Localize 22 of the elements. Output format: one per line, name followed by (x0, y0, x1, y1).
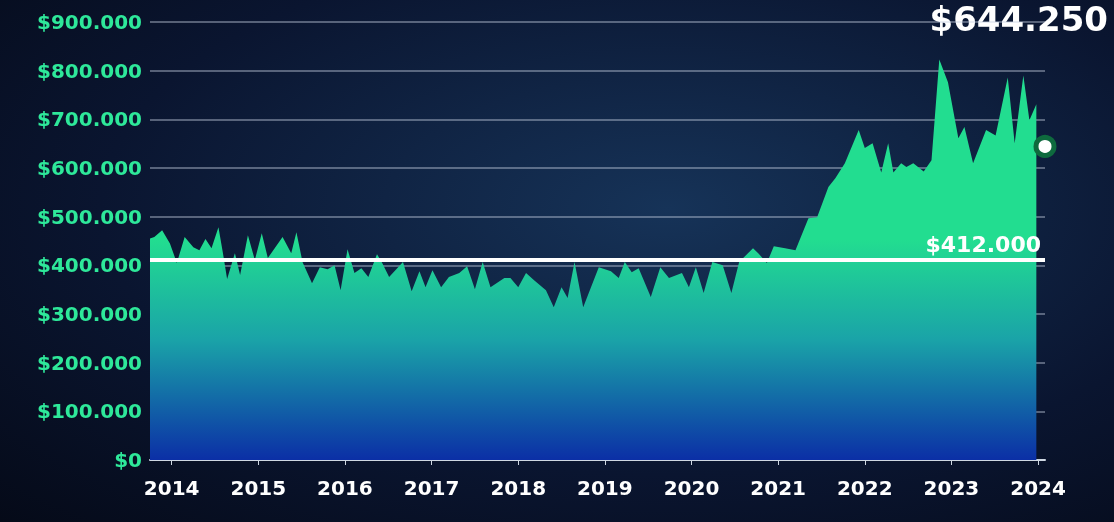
x-tick-label: 2017 (403, 476, 460, 500)
x-tick-label: 2021 (750, 476, 806, 500)
y-tick-label: $500.000 (36, 204, 142, 229)
y-tick-label: $900.000 (36, 10, 142, 34)
y-tick-label: $0 (114, 448, 142, 472)
x-tick-label: 2019 (577, 476, 633, 500)
annotation: $644.250 (929, 0, 1109, 39)
x-tick-label: 2020 (663, 476, 720, 500)
x-tick-label: 2022 (836, 476, 893, 500)
x-tick-label: 2024 (1010, 476, 1066, 500)
y-tick-label: $100.000 (36, 399, 142, 424)
x-tick-label: 2015 (230, 476, 287, 500)
y-tick-label: $700.000 (36, 107, 142, 132)
x-tick-label: 2023 (923, 476, 980, 500)
x-tick-label: 2014 (143, 476, 200, 500)
x-tick-label: 2016 (317, 476, 373, 500)
y-tick-label: $200.000 (36, 350, 142, 375)
y-tick-label: $400.000 (36, 253, 142, 278)
x-tick-label: 2018 (490, 476, 547, 500)
y-tick-label: $600.000 (36, 156, 142, 180)
y-tick-label: $300.000 (36, 302, 142, 326)
y-tick-label: $800.000 (36, 58, 142, 83)
